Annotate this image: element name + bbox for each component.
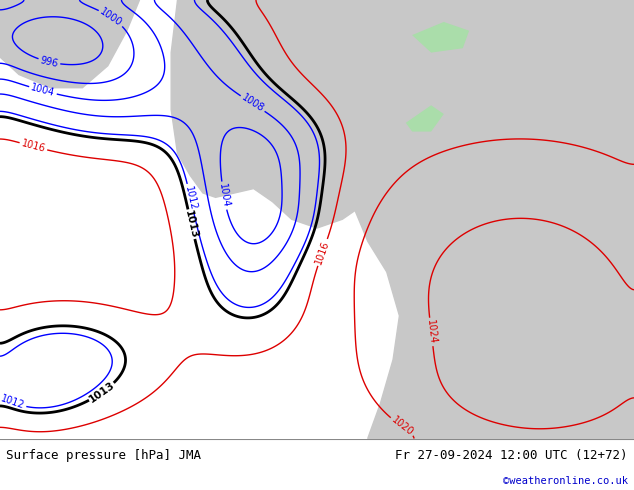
Text: 1012: 1012 xyxy=(183,185,198,211)
Text: 1020: 1020 xyxy=(389,415,415,438)
Text: 1000: 1000 xyxy=(98,6,124,28)
Text: 996: 996 xyxy=(39,55,60,69)
Text: 1004: 1004 xyxy=(217,183,231,209)
Text: 1013: 1013 xyxy=(87,380,117,405)
Text: 1013: 1013 xyxy=(183,209,200,240)
Text: 1004: 1004 xyxy=(30,83,56,98)
Polygon shape xyxy=(171,0,399,228)
Text: 1016: 1016 xyxy=(20,139,46,154)
Polygon shape xyxy=(0,0,139,88)
Text: 1016: 1016 xyxy=(314,239,332,266)
Text: Fr 27-09-2024 12:00 UTC (12+72): Fr 27-09-2024 12:00 UTC (12+72) xyxy=(395,448,628,462)
Text: 1008: 1008 xyxy=(240,93,266,114)
Text: ©weatheronline.co.uk: ©weatheronline.co.uk xyxy=(503,476,628,486)
Text: 1012: 1012 xyxy=(0,393,26,411)
Text: 1024: 1024 xyxy=(425,319,437,345)
Polygon shape xyxy=(406,105,444,132)
Text: Surface pressure [hPa] JMA: Surface pressure [hPa] JMA xyxy=(6,448,202,462)
Polygon shape xyxy=(355,0,634,439)
Polygon shape xyxy=(412,22,469,52)
